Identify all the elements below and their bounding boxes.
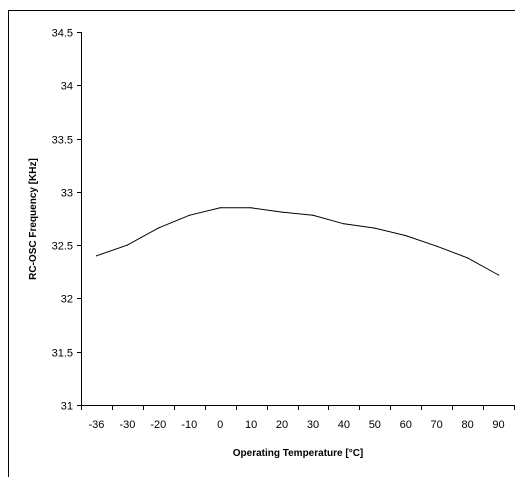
data-point bbox=[157, 227, 159, 229]
data-point bbox=[405, 235, 407, 237]
x-tick-label: 60 bbox=[400, 419, 412, 431]
x-tick-label: 80 bbox=[461, 419, 473, 431]
data-point bbox=[312, 214, 314, 216]
data-point bbox=[374, 227, 376, 229]
x-tick-label: -20 bbox=[150, 419, 166, 431]
x-tick-label: 70 bbox=[431, 419, 443, 431]
x-tick-label: 0 bbox=[217, 419, 223, 431]
data-point bbox=[281, 211, 283, 213]
x-tick-label: 20 bbox=[276, 419, 288, 431]
y-tick-label: 34 bbox=[61, 81, 73, 93]
series-line bbox=[96, 207, 499, 276]
data-point bbox=[188, 214, 190, 216]
y-tick-label: 33.5 bbox=[52, 135, 73, 147]
y-tick-label: 34.5 bbox=[52, 28, 73, 40]
y-axis-title: RC-OSC Frequency [KHz] bbox=[28, 158, 39, 280]
data-point bbox=[95, 255, 98, 257]
plot-area: 31 31.5 32 32.5 33 33.5 34 34.5 -36 -30 -20 -10 0 10 2… bbox=[52, 28, 515, 431]
y-tick-label: 31 bbox=[61, 401, 73, 413]
y-tick-label: 33 bbox=[61, 188, 73, 200]
data-point bbox=[436, 245, 438, 247]
x-tick-label: 50 bbox=[369, 419, 381, 431]
data-point bbox=[497, 274, 500, 276]
data-point bbox=[467, 257, 469, 259]
x-tick-label: 10 bbox=[245, 419, 257, 431]
x-tick-label: -10 bbox=[181, 419, 197, 431]
x-tick-label: 40 bbox=[338, 419, 350, 431]
y-tick-label: 32.5 bbox=[52, 241, 73, 253]
data-point bbox=[126, 244, 128, 246]
x-tick-label: 90 bbox=[492, 419, 504, 431]
y-tick-label: 31.5 bbox=[52, 348, 73, 360]
data-point bbox=[250, 207, 252, 209]
data-point bbox=[343, 223, 345, 225]
x-tick-label: 30 bbox=[307, 419, 319, 431]
y-tick-label: 32 bbox=[61, 294, 73, 306]
x-tick-label: -30 bbox=[119, 419, 135, 431]
data-point bbox=[219, 207, 221, 209]
x-tick-label: -36 bbox=[89, 419, 105, 431]
x-axis-title: Operating Temperature [°C] bbox=[233, 448, 364, 459]
